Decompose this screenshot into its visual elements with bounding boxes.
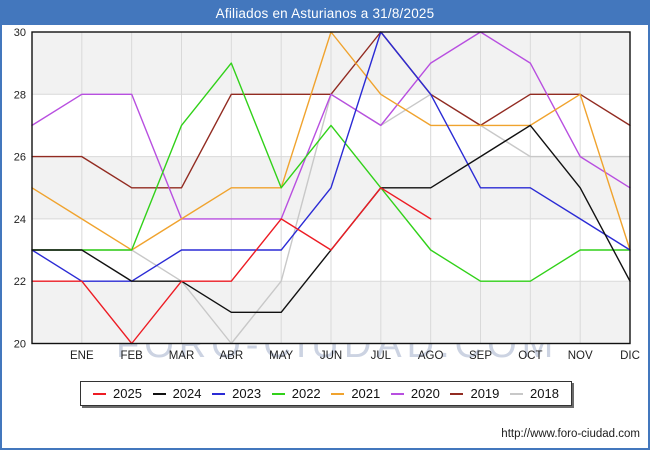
- legend-label-2022: 2022: [291, 386, 321, 401]
- x-tick-label-MAY: MAY: [269, 350, 293, 362]
- page-title: Afiliados en Asturianos a 31/8/2025: [215, 6, 435, 21]
- legend: 2025 2024 2023 2022 2021 2020 2019 2018: [80, 381, 572, 406]
- x-tick-label-NOV: NOV: [568, 350, 593, 362]
- y-tick-label: 22: [14, 276, 26, 288]
- legend-item-2020: 2020: [390, 386, 440, 401]
- legend-swatch-2024: [152, 392, 166, 395]
- series-line-2022: [31, 62, 631, 282]
- legend-item-2025: 2025: [93, 386, 142, 401]
- x-tick-label-MAR: MAR: [169, 350, 195, 362]
- x-tick-label-DIC: DIC: [620, 350, 640, 362]
- legend-label-2019: 2019: [470, 386, 500, 401]
- x-tick-label-OCT: OCT: [518, 350, 542, 362]
- x-tick-label-JUL: JUL: [371, 350, 392, 362]
- plot-border: [31, 31, 631, 345]
- legend-item-2018: 2018: [510, 386, 559, 401]
- title-bar: Afiliados en Asturianos a 31/8/2025: [2, 2, 648, 25]
- legend-item-2021: 2021: [331, 386, 380, 401]
- legend-swatch-2023: [212, 392, 226, 395]
- legend-swatch-2025: [93, 392, 106, 395]
- y-tick-label: 28: [14, 89, 26, 101]
- legend-label-2018: 2018: [530, 386, 559, 401]
- legend-swatch-2020: [390, 392, 404, 395]
- series-line-2020: [31, 31, 631, 220]
- y-tick-label: 26: [14, 152, 26, 164]
- legend-label-2020: 2020: [410, 386, 440, 401]
- legend-swatch-2018: [510, 392, 524, 395]
- legend-label-2021: 2021: [351, 386, 381, 401]
- legend-item-2024: 2024: [152, 386, 202, 401]
- legend-label-2025: 2025: [113, 386, 142, 401]
- legend-label-2024: 2024: [172, 386, 202, 401]
- x-tick-label-ABR: ABR: [220, 350, 244, 362]
- legend-swatch-2022: [271, 392, 285, 395]
- x-tick-label-ENE: ENE: [70, 350, 94, 362]
- legend-swatch-2021: [331, 392, 345, 395]
- y-tick-label: 20: [14, 339, 26, 351]
- x-tick-label-SEP: SEP: [469, 350, 492, 362]
- y-tick-label: 30: [14, 27, 26, 39]
- legend-label-2023: 2023: [232, 386, 262, 401]
- x-tick-label-AGO: AGO: [418, 350, 444, 362]
- legend-item-2023: 2023: [212, 386, 261, 401]
- x-tick-label-JUN: JUN: [320, 350, 342, 362]
- y-tick-label: 24: [14, 214, 26, 226]
- x-tick-label-FEB: FEB: [120, 350, 143, 362]
- series-line-2025: [31, 187, 432, 345]
- legend-swatch-2019: [450, 392, 464, 395]
- footer-link[interactable]: http://www.foro-ciudad.com: [501, 428, 640, 440]
- legend-item-2019: 2019: [450, 386, 499, 401]
- legend-item-2022: 2022: [271, 386, 321, 401]
